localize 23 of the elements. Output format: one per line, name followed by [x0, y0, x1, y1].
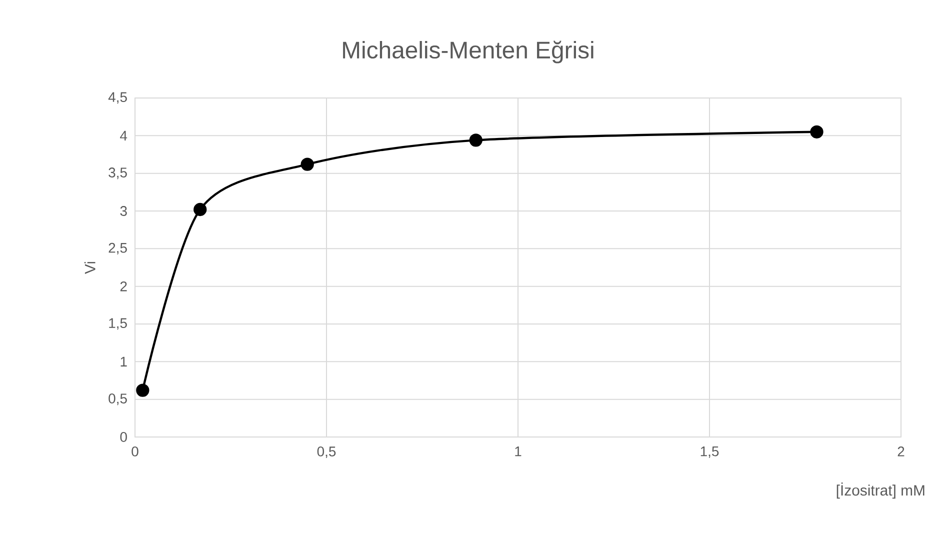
y-axis-title: Vi — [84, 262, 96, 274]
x-tick-label: 0 — [132, 446, 138, 456]
x-tick-label: 2 — [898, 446, 904, 456]
y-tick-label: 0 — [120, 432, 127, 442]
y-tick-label: 2,5 — [108, 242, 127, 254]
chart-title: Michaelis-Menten Eğrisi — [343, 40, 594, 64]
point — [194, 202, 207, 216]
y-tick-label: 1,5 — [109, 318, 127, 330]
y-tick-label: 3,5 — [108, 168, 127, 180]
point — [136, 384, 150, 397]
y-tick-label: 1 — [120, 356, 127, 366]
y-tick-label: 4 — [120, 130, 128, 140]
y-tick-label: 0,5 — [108, 394, 127, 406]
point — [469, 134, 482, 147]
y-tick-label: 4,5 — [108, 92, 127, 104]
point — [300, 158, 314, 171]
y-tick-label: 3 — [120, 206, 127, 216]
point — [810, 125, 824, 138]
x-tick-label: 0,5 — [317, 446, 336, 458]
y-tick-label: 2 — [120, 281, 127, 292]
x-tick-label: 1,5 — [700, 446, 719, 458]
x-axis-title: [İzositrat] mM — [836, 482, 924, 499]
x-tick-label: 1 — [515, 446, 522, 456]
